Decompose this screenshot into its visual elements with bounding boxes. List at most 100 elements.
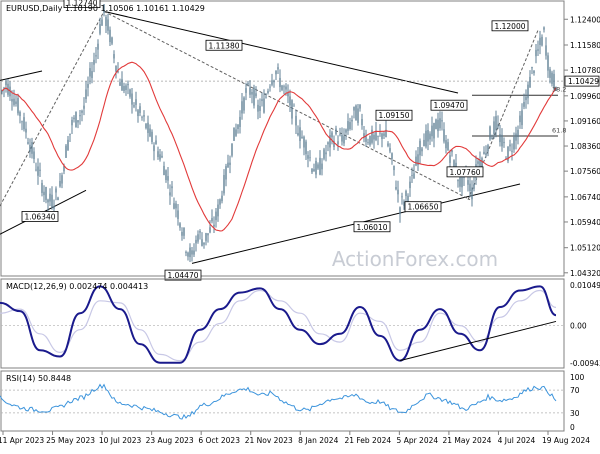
candle-body bbox=[535, 49, 537, 57]
candle-body bbox=[383, 133, 385, 136]
candle-body bbox=[325, 152, 327, 155]
candle-body bbox=[541, 36, 543, 46]
candle-body bbox=[1, 90, 3, 93]
candle-body bbox=[507, 147, 509, 162]
candle-body bbox=[431, 125, 433, 137]
price-axis-label: 1.07560 bbox=[570, 167, 600, 176]
price-annotation-label: 1.12000 bbox=[494, 22, 525, 31]
candle-body bbox=[329, 135, 331, 148]
candle-body bbox=[479, 159, 481, 167]
candle-body bbox=[363, 133, 365, 138]
candle-body bbox=[91, 71, 93, 78]
candle-body bbox=[55, 188, 57, 193]
candle-body bbox=[63, 165, 65, 172]
price-annotation-box bbox=[164, 269, 202, 281]
candle-body bbox=[297, 132, 299, 136]
macd-label: MACD(12,26,9) 0.002474 0.004413 bbox=[6, 282, 148, 291]
trendline bbox=[103, 10, 471, 201]
candle-body bbox=[139, 106, 141, 113]
candle-body bbox=[61, 175, 63, 184]
candle-body bbox=[239, 116, 241, 127]
trendline bbox=[0, 11, 105, 207]
candle-body bbox=[449, 155, 451, 163]
candle-body bbox=[257, 104, 259, 112]
candle-body bbox=[29, 144, 31, 152]
candle-body bbox=[287, 92, 289, 97]
candle-body bbox=[531, 67, 533, 69]
candle-body bbox=[125, 85, 127, 91]
candle-body bbox=[499, 134, 501, 143]
candle-body bbox=[259, 105, 261, 111]
candle-body bbox=[333, 140, 335, 147]
candle-body bbox=[183, 227, 185, 236]
candle-body bbox=[5, 81, 7, 86]
candle-body bbox=[485, 153, 487, 155]
candle-body bbox=[451, 150, 453, 153]
candle-body bbox=[241, 101, 243, 114]
candle-body bbox=[41, 182, 43, 193]
candle-body bbox=[153, 145, 155, 152]
candle-body bbox=[213, 224, 215, 227]
candle-body bbox=[305, 141, 307, 155]
candle-body bbox=[303, 136, 305, 148]
candle-body bbox=[159, 154, 161, 160]
candle-body bbox=[245, 88, 247, 93]
candle-body bbox=[411, 175, 413, 176]
candle-body bbox=[21, 121, 23, 123]
candle-body bbox=[307, 155, 309, 159]
macd-main-line bbox=[0, 285, 557, 364]
candle-body bbox=[131, 93, 133, 105]
candle-body bbox=[467, 180, 469, 185]
date-axis-label: 25 May 2023 bbox=[46, 436, 95, 445]
price-axis-label: 1.10780 bbox=[570, 66, 600, 75]
candle-body bbox=[293, 105, 295, 107]
rsi-line bbox=[0, 383, 557, 420]
candle-body bbox=[419, 140, 421, 156]
candle-body bbox=[121, 79, 123, 91]
candle-body bbox=[379, 132, 381, 134]
candle-body bbox=[417, 154, 419, 166]
candle-body bbox=[279, 77, 281, 88]
candle-body bbox=[301, 136, 303, 138]
candle-body bbox=[337, 141, 339, 145]
candle-body bbox=[219, 199, 221, 205]
candle-body bbox=[285, 86, 287, 90]
candle-body bbox=[79, 115, 81, 117]
candle-body bbox=[225, 166, 227, 180]
candle-body bbox=[227, 162, 229, 168]
candle-body bbox=[33, 151, 35, 160]
candle-body bbox=[111, 37, 113, 44]
candle-body bbox=[191, 250, 193, 255]
candle-body bbox=[105, 17, 107, 26]
candle-body bbox=[237, 124, 239, 130]
candle-body bbox=[341, 134, 343, 142]
moving-average-line bbox=[1, 61, 557, 232]
candle-body bbox=[471, 187, 473, 200]
candle-body bbox=[77, 120, 79, 123]
price-annotation-box bbox=[21, 211, 59, 222]
candle-body bbox=[423, 139, 425, 147]
price-axis: 1.12400 1.11580 1.10780 1.09960 1.09160 1.083… bbox=[564, 15, 600, 278]
fib-label: 38.2 bbox=[552, 86, 566, 94]
candle-body bbox=[169, 192, 171, 196]
candle-body bbox=[97, 43, 99, 50]
candle-body bbox=[461, 171, 463, 188]
candle-body bbox=[291, 100, 293, 119]
candle-body bbox=[23, 117, 25, 130]
candle-body bbox=[491, 137, 493, 139]
candle-body bbox=[331, 132, 333, 138]
candle-body bbox=[119, 82, 121, 86]
candle-body bbox=[543, 27, 545, 30]
ohlc-label: EURUSD,Daily 1.10190 1.10506 1.10161 1.1… bbox=[6, 4, 205, 13]
candle-body bbox=[425, 130, 427, 147]
candle-body bbox=[289, 96, 291, 106]
candle-body bbox=[429, 133, 431, 140]
candle-body bbox=[199, 231, 201, 233]
candle-body bbox=[135, 99, 137, 105]
rsi-grid bbox=[1, 389, 564, 414]
candle-body bbox=[529, 76, 531, 88]
candle-body bbox=[65, 145, 67, 158]
candle-body bbox=[373, 134, 375, 140]
candle-body bbox=[399, 207, 401, 215]
price-annotation-box bbox=[491, 20, 529, 32]
